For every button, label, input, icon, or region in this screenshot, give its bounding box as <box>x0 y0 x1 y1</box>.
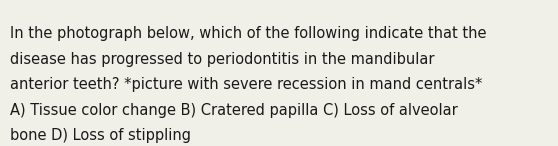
Text: anterior teeth? *picture with severe recession in mand centrals*: anterior teeth? *picture with severe rec… <box>10 77 483 92</box>
Text: bone D) Loss of stippling: bone D) Loss of stippling <box>10 128 191 144</box>
Text: A) Tissue color change B) Cratered papilla C) Loss of alveolar: A) Tissue color change B) Cratered papil… <box>10 103 458 118</box>
Text: In the photograph below, which of the following indicate that the: In the photograph below, which of the fo… <box>10 26 487 41</box>
Text: disease has progressed to periodontitis in the mandibular: disease has progressed to periodontitis … <box>10 52 435 67</box>
